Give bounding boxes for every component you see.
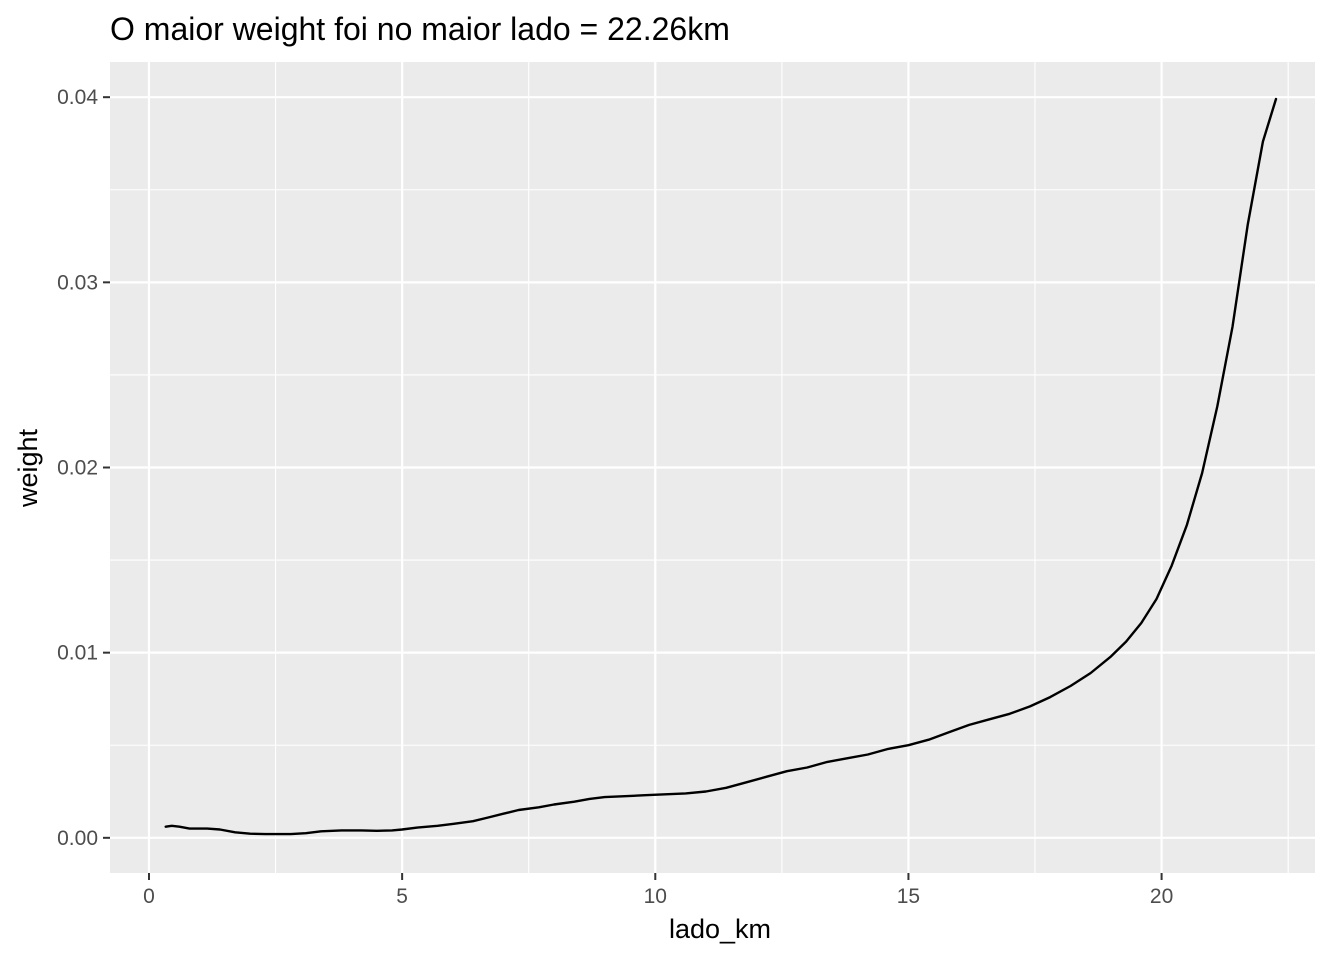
y-tick-label: 0.00	[57, 827, 98, 850]
x-axis-title: lado_km	[669, 914, 771, 944]
data-line	[164, 97, 1278, 836]
y-tick-label: 0.04	[57, 86, 98, 109]
x-tick-label: 5	[396, 885, 408, 908]
grid-major	[110, 62, 1315, 873]
x-tick-labels: 0 5 10 15 20	[143, 885, 1173, 908]
x-tick-label: 10	[644, 885, 667, 908]
y-axis-title: weight	[13, 428, 43, 508]
x-tick-label: 20	[1150, 885, 1173, 908]
y-tick-labels: 0.00 0.01 0.02 0.03 0.04	[57, 86, 98, 850]
x-tick-label: 0	[143, 885, 155, 908]
x-tick-label: 15	[897, 885, 920, 908]
y-tick-label: 0.03	[57, 271, 98, 294]
y-tick-label: 0.02	[57, 457, 98, 480]
axis-ticks	[103, 96, 1163, 880]
y-tick-label: 0.01	[57, 642, 98, 665]
chart-title: O maior weight foi no maior lado = 22.26…	[110, 11, 730, 47]
